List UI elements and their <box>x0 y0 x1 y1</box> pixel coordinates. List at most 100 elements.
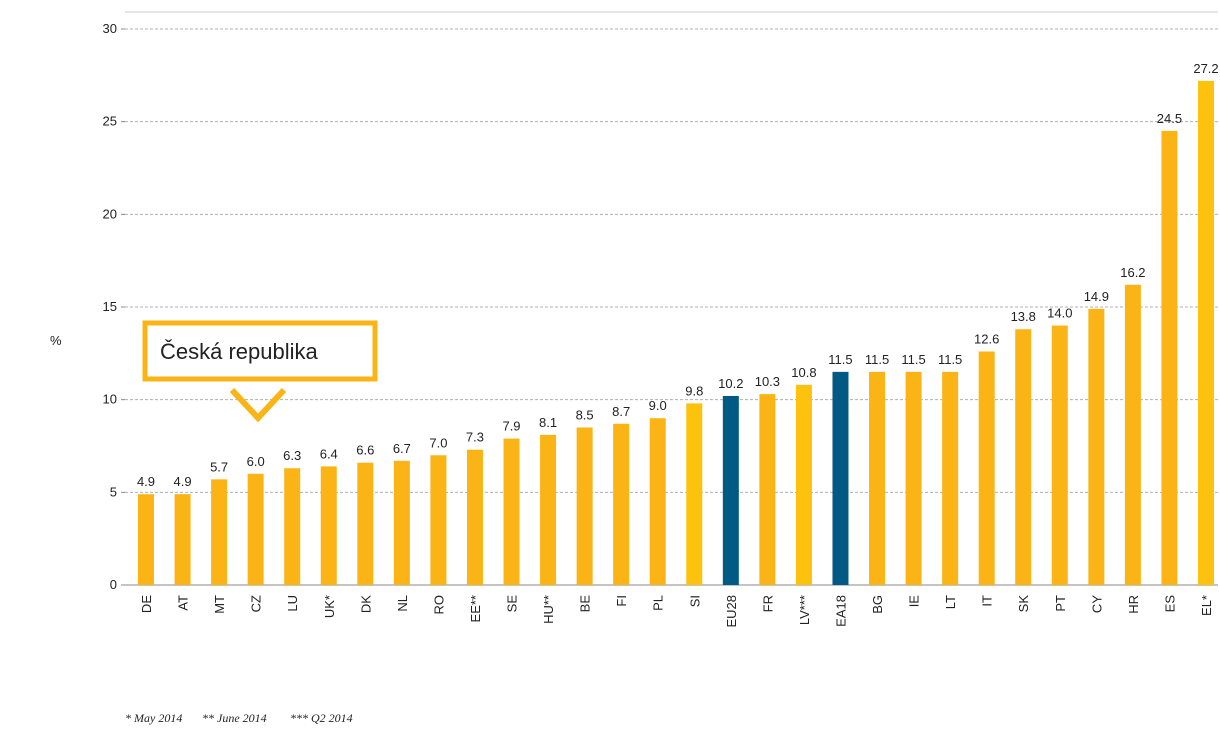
value-label: 7.0 <box>429 435 447 450</box>
bar <box>430 455 447 585</box>
x-tick-label: FI <box>614 595 629 607</box>
annotation: Česká republika <box>142 320 378 423</box>
bar <box>503 438 520 585</box>
value-label: 10.8 <box>791 365 816 380</box>
bar <box>905 371 922 585</box>
x-tick-label: IE <box>907 595 922 608</box>
bar <box>1088 308 1105 585</box>
value-label: 11.5 <box>828 352 852 367</box>
x-tick-label: EL* <box>1199 595 1214 616</box>
value-label: 11.5 <box>865 352 889 367</box>
value-label: 14.9 <box>1084 289 1109 304</box>
x-tick-label: IT <box>980 595 995 607</box>
bar <box>795 384 812 585</box>
x-tick-label: FR <box>760 595 775 612</box>
x-tick-label: EU28 <box>724 595 739 628</box>
value-label: 8.5 <box>576 407 594 422</box>
annotation-text: Česká republika <box>160 339 319 364</box>
footnote: ** June 2014 <box>202 711 267 725</box>
bar <box>540 434 557 585</box>
value-label: 12.6 <box>974 331 999 346</box>
bar <box>284 468 301 585</box>
bar <box>320 466 337 585</box>
x-tick-label: BE <box>578 595 593 613</box>
x-tick-label: EE** <box>468 595 483 622</box>
value-label: 6.3 <box>283 448 301 463</box>
x-tick-label: SE <box>505 595 520 613</box>
x-tick-label: BG <box>870 595 885 614</box>
x-tick-label: UK* <box>322 595 337 618</box>
x-tick-label: MT <box>212 595 227 614</box>
value-label: 7.3 <box>466 430 484 445</box>
y-tick-label: 5 <box>110 484 117 499</box>
bar <box>393 460 410 585</box>
x-tick-label: SK <box>1016 595 1031 613</box>
bar <box>1198 80 1214 585</box>
value-label: 6.6 <box>356 443 374 458</box>
bar <box>978 351 995 585</box>
bar <box>1124 284 1141 585</box>
value-label: 8.1 <box>539 415 557 430</box>
bar <box>138 494 154 585</box>
y-tick-label: 20 <box>103 206 117 221</box>
value-label: 7.9 <box>502 419 520 434</box>
x-tick-label: EA18 <box>833 595 848 627</box>
bar <box>1051 325 1068 585</box>
bar <box>466 449 483 585</box>
x-tick-label: AT <box>176 595 191 611</box>
value-label: 6.7 <box>393 441 411 456</box>
y-tick-label: 25 <box>103 114 117 129</box>
value-label: 11.5 <box>938 352 962 367</box>
x-tick-label: LV*** <box>797 595 812 625</box>
x-tick-label: LT <box>943 595 958 609</box>
footnote: * May 2014 <box>125 711 182 725</box>
bar <box>832 371 849 585</box>
value-label: 10.3 <box>755 374 780 389</box>
value-label: 4.9 <box>137 474 155 489</box>
x-tick-label: CY <box>1089 595 1104 613</box>
bar <box>759 394 776 585</box>
x-tick-label: HR <box>1126 595 1141 614</box>
y-tick-label: 10 <box>103 392 117 407</box>
y-tick-label: 0 <box>110 577 117 592</box>
x-tick-label: HU** <box>541 595 556 624</box>
x-tick-label: DK <box>358 595 373 613</box>
bar <box>247 473 264 585</box>
x-tick-label: ES <box>1162 595 1177 613</box>
x-tick-label: RO <box>431 595 446 615</box>
value-label: 27.2 <box>1193 61 1218 76</box>
bar <box>869 371 886 585</box>
x-tick-label: PT <box>1053 595 1068 612</box>
y-tick-label: 30 <box>103 21 117 36</box>
x-tick-label: SI <box>687 595 702 607</box>
value-label: 16.2 <box>1120 265 1145 280</box>
value-label: 13.8 <box>1011 309 1036 324</box>
value-label: 14.0 <box>1047 306 1072 321</box>
footnote: *** Q2 2014 <box>290 711 353 725</box>
y-axis-label: % <box>50 333 62 348</box>
x-tick-label: NL <box>395 595 410 612</box>
bar <box>211 479 228 585</box>
bar <box>357 462 374 585</box>
value-label: 8.7 <box>612 404 630 419</box>
bar <box>686 403 703 585</box>
value-label: 10.2 <box>718 376 743 391</box>
bar <box>942 371 959 585</box>
value-label: 9.8 <box>685 383 703 398</box>
bar <box>1161 130 1178 585</box>
value-label: 24.5 <box>1157 111 1182 126</box>
bar <box>576 427 593 585</box>
bar <box>649 418 666 585</box>
bar <box>174 494 191 585</box>
value-label: 11.5 <box>901 352 925 367</box>
bar <box>1015 329 1032 585</box>
x-tick-label: CZ <box>249 595 264 612</box>
value-label: 6.0 <box>247 454 265 469</box>
x-tick-label: LU <box>285 595 300 612</box>
x-tick-label: DE <box>139 595 154 613</box>
value-label: 4.9 <box>174 474 192 489</box>
value-label: 5.7 <box>210 459 228 474</box>
x-tick-label: PL <box>651 595 666 611</box>
value-label: 6.4 <box>320 446 338 461</box>
